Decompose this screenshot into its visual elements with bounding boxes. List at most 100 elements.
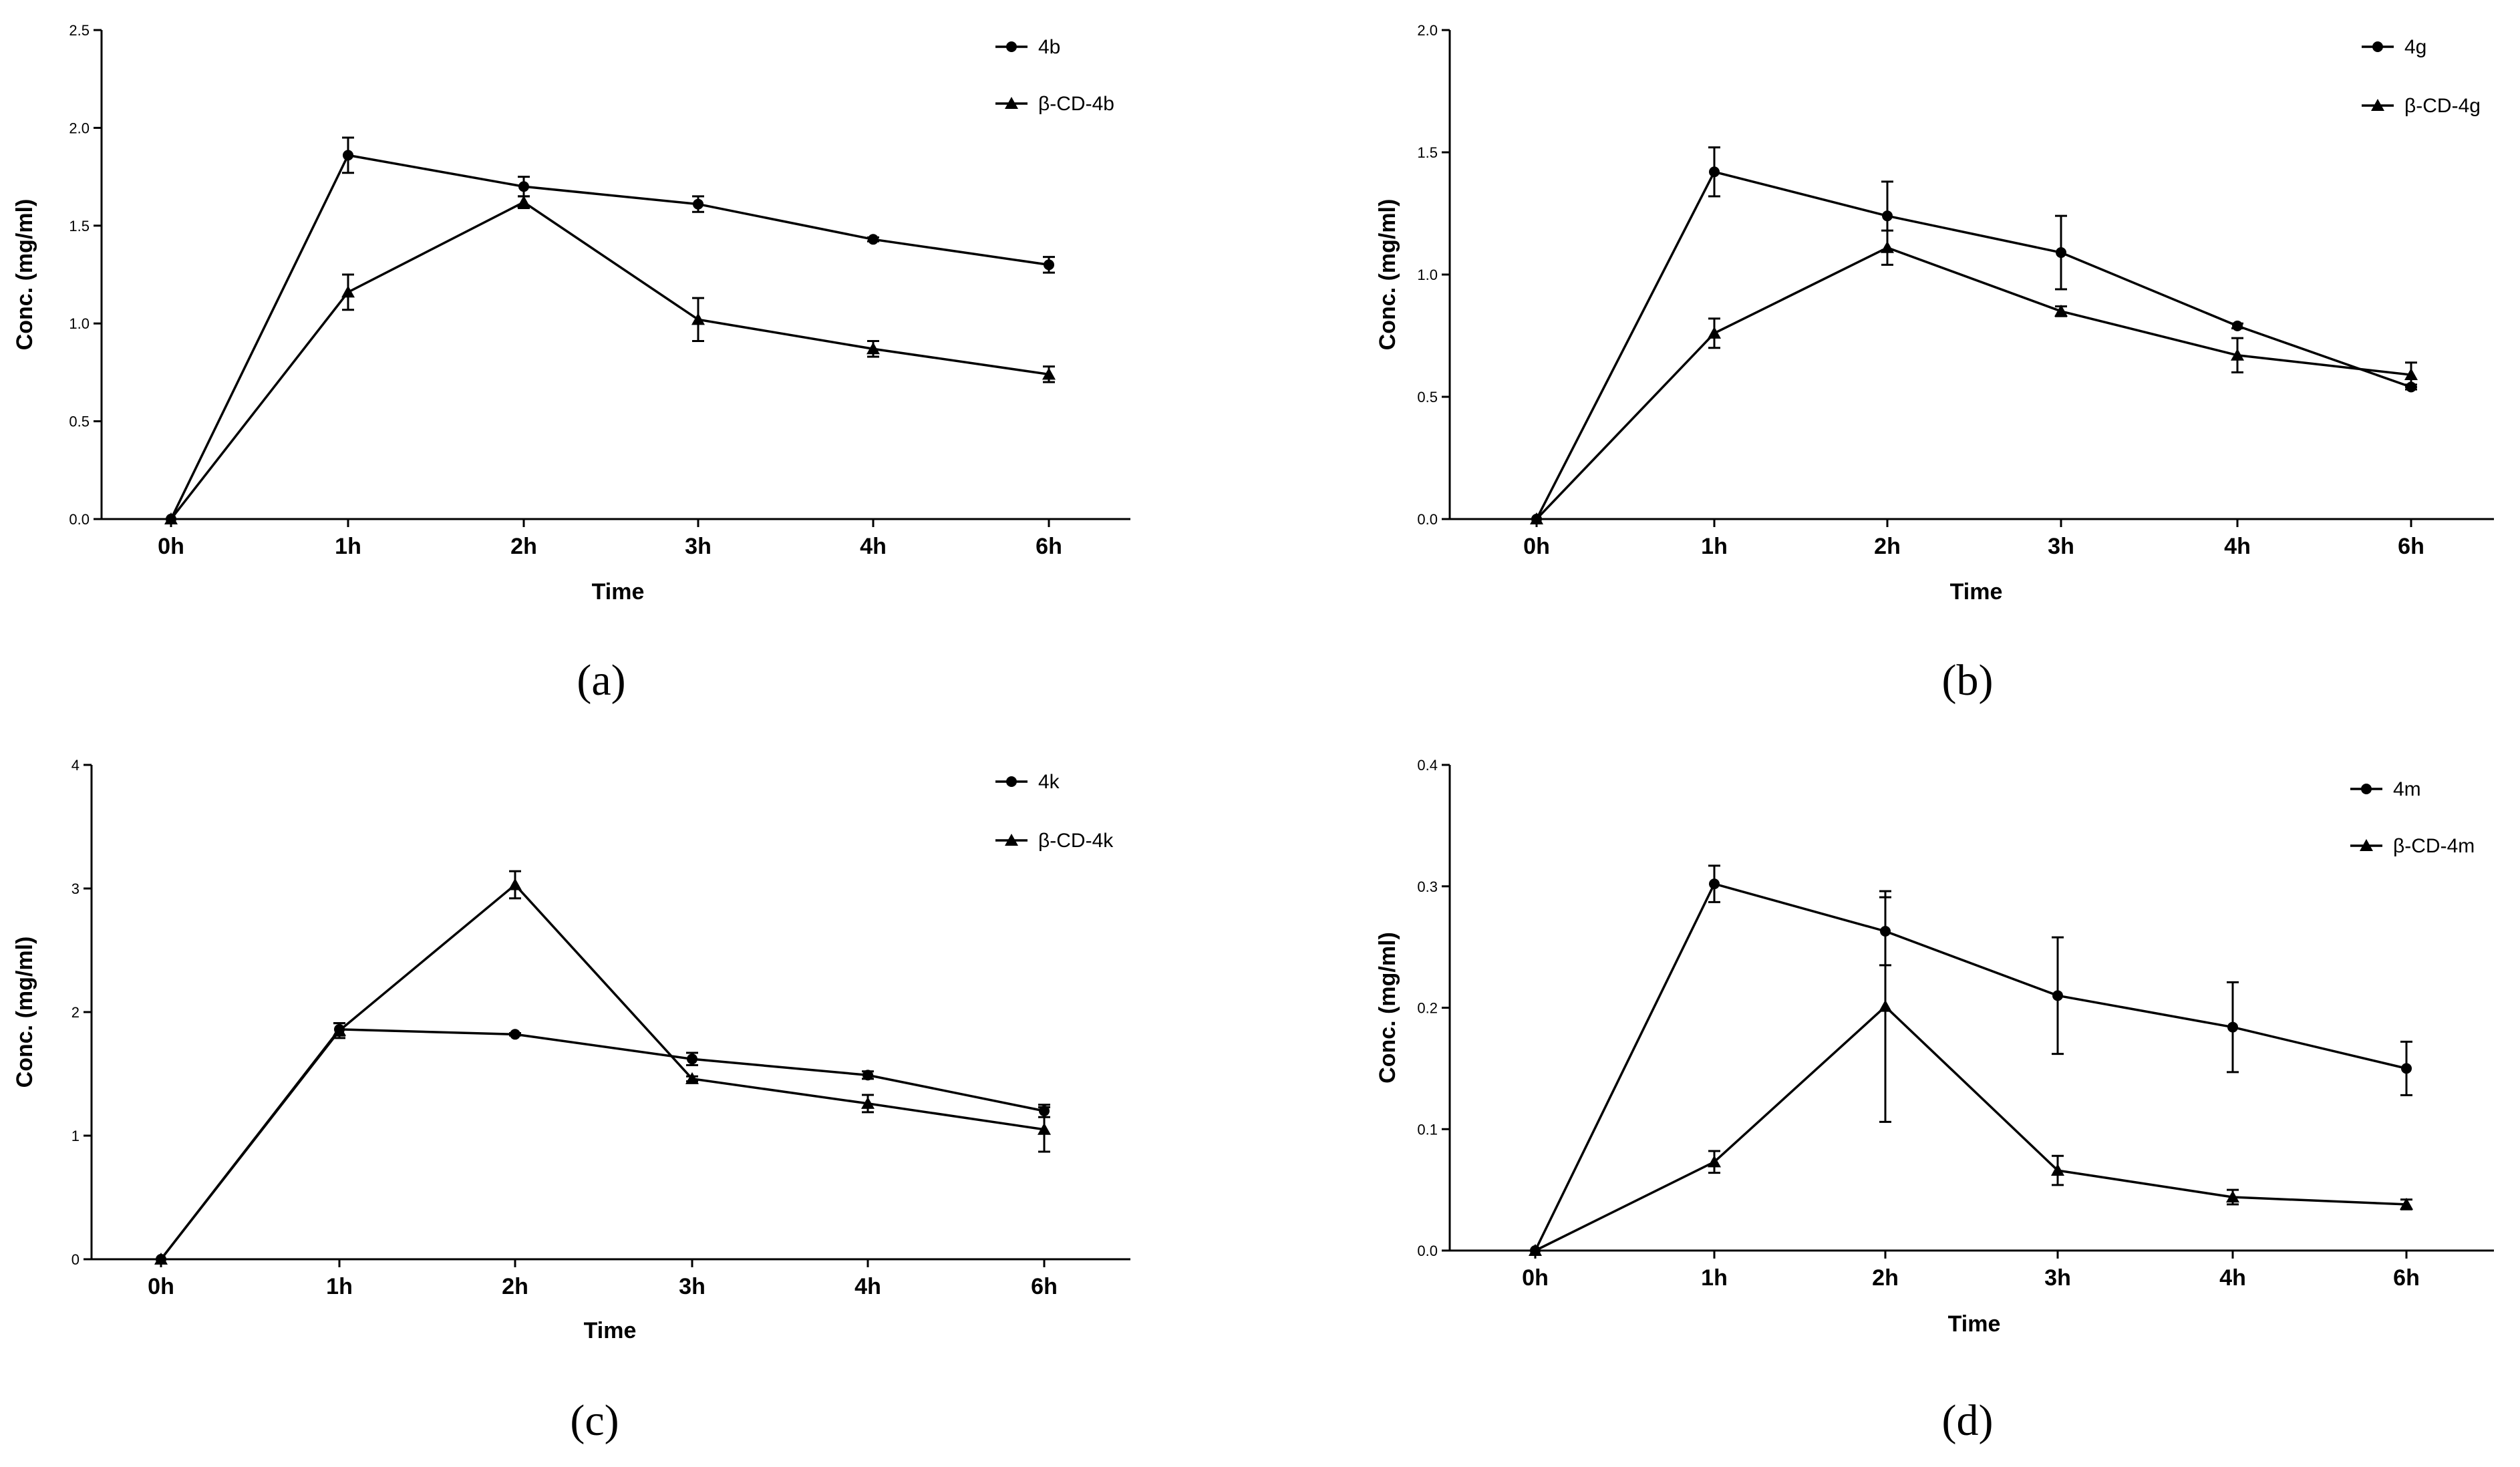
y-tick-label: 0.0: [69, 511, 90, 528]
legend-marker: [1006, 41, 1017, 52]
legend-label: β-CD-4g: [2404, 95, 2481, 117]
data-point: [2231, 348, 2244, 361]
data-point: [164, 512, 178, 524]
data-point: [2401, 1063, 2412, 1074]
series-compound: [1530, 864, 2412, 1256]
data-point: [1709, 878, 1720, 890]
series-line: [1535, 170, 2412, 520]
legend-label: 4g: [2404, 36, 2426, 58]
legend-marker: [2372, 41, 2383, 52]
y-tick-label: 0.2: [1417, 1000, 1438, 1017]
data-point: [867, 342, 880, 355]
data-point: [517, 195, 530, 208]
y-axis-title: Conc. (mg/ml): [1375, 199, 1400, 351]
data-point: [868, 234, 879, 245]
x-axis-title: Time: [1950, 579, 2003, 605]
data-point: [2056, 247, 2066, 259]
legend-item: β-CD-4k: [995, 830, 1114, 852]
y-tick-label: 2.5: [69, 22, 90, 39]
legend-label: 4m: [2393, 778, 2421, 800]
y-tick-label: 1.5: [69, 218, 90, 234]
data-point: [693, 198, 703, 210]
series-compound: [166, 136, 1055, 524]
legend-item: 4k: [995, 771, 1060, 793]
x-tick-label: 4h: [2224, 534, 2251, 559]
y-tick-label: 1.0: [69, 315, 90, 332]
chart-panel-b: 0.0 0.5 1.0 1.5 2.0 0h 1h 2h 3h 4h 6h Time Conc. (mg…: [1375, 22, 2494, 705]
legend-item: β-CD-4m: [2350, 835, 2475, 857]
data-point: [1042, 367, 1056, 380]
x-tick-label: 2h: [1874, 534, 1901, 559]
x-tick-label: 2h: [1872, 1265, 1899, 1291]
x-tick-label: 3h: [2044, 1265, 2071, 1291]
panel-label: (d): [1942, 1396, 1994, 1445]
series-cd-complex: [1530, 229, 2418, 524]
legend-item: β-CD-4g: [2362, 95, 2481, 117]
data-point: [1881, 240, 1894, 253]
panel-label: (a): [577, 656, 625, 705]
y-tick-label: 0.5: [1417, 389, 1438, 405]
legend-item: 4b: [995, 36, 1060, 58]
y-tick-label: 1: [71, 1128, 80, 1144]
data-point: [1708, 326, 1721, 339]
y-tick-label: 0.4: [1417, 757, 1438, 774]
y-axis-title: Conc. (mg/ml): [12, 937, 37, 1088]
data-point: [2227, 1021, 2238, 1033]
series-line: [160, 1028, 1045, 1261]
x-axis-title: Time: [584, 1318, 637, 1343]
x-tick-label: 3h: [685, 534, 712, 559]
data-point: [1708, 1155, 1721, 1168]
x-tick-label: 3h: [679, 1274, 705, 1299]
x-tick-label: 2h: [502, 1274, 528, 1299]
legend-marker: [2371, 99, 2384, 111]
series-compound: [156, 1022, 1050, 1265]
data-point: [508, 878, 522, 890]
chart-panel-d: 0.0 0.1 0.2 0.3 0.4 0h 1h 2h 3h 4h 6h Time Conc. (mg…: [1375, 757, 2494, 1445]
y-tick-label: 0.1: [1417, 1121, 1438, 1138]
series-compound: [1531, 146, 2417, 524]
panel-label: (c): [570, 1396, 619, 1445]
y-tick-label: 1.0: [1417, 267, 1438, 283]
data-point: [518, 181, 529, 192]
x-tick-label: 1h: [1701, 534, 1728, 559]
y-tick-label: 2.0: [69, 120, 90, 136]
x-tick-label: 2h: [510, 534, 537, 559]
x-tick-label: 3h: [2048, 534, 2074, 559]
x-tick-label: 1h: [1701, 1265, 1728, 1291]
legend-label: 4k: [1038, 771, 1060, 793]
data-point: [1038, 1122, 1051, 1135]
chart-panel-a: 0.0 0.5 1.0 1.5 2.0 2.5 0h 1h 2h 3h 4h 6h Time Conc. …: [12, 22, 1130, 705]
series-line: [170, 200, 1050, 520]
y-tick-label: 0.0: [1417, 1243, 1438, 1259]
y-tick-label: 0.5: [69, 414, 90, 430]
legend-marker: [2361, 784, 2372, 794]
panel-label: (b): [1942, 656, 1994, 705]
data-point: [2051, 1164, 2064, 1176]
y-tick-label: 0: [71, 1251, 80, 1268]
data-point: [2400, 1197, 2413, 1210]
x-tick-label: 1h: [335, 534, 361, 559]
legend-item: 4m: [2350, 778, 2421, 800]
x-tick-label: 4h: [854, 1274, 881, 1299]
data-point: [1529, 1244, 1542, 1256]
data-point: [333, 1023, 346, 1036]
legend-label: β-CD-4k: [1038, 830, 1114, 852]
series-line: [1535, 246, 2412, 520]
data-point: [343, 150, 353, 161]
series-line: [1534, 882, 2407, 1251]
y-tick-label: 2.0: [1417, 22, 1438, 39]
data-point: [154, 1253, 168, 1265]
series-line: [170, 154, 1050, 520]
x-tick-label: 6h: [1031, 1274, 1058, 1299]
data-point: [2232, 320, 2243, 331]
legend-marker: [2360, 839, 2373, 851]
series-cd-complex: [164, 195, 1056, 524]
x-tick-label: 0h: [158, 534, 184, 559]
y-tick-label: 1.5: [1417, 144, 1438, 161]
legend-marker: [1005, 97, 1018, 109]
data-point: [862, 1070, 873, 1081]
series-line: [1535, 1005, 2407, 1252]
data-point: [1530, 512, 1543, 524]
legend-label: 4b: [1038, 36, 1060, 58]
